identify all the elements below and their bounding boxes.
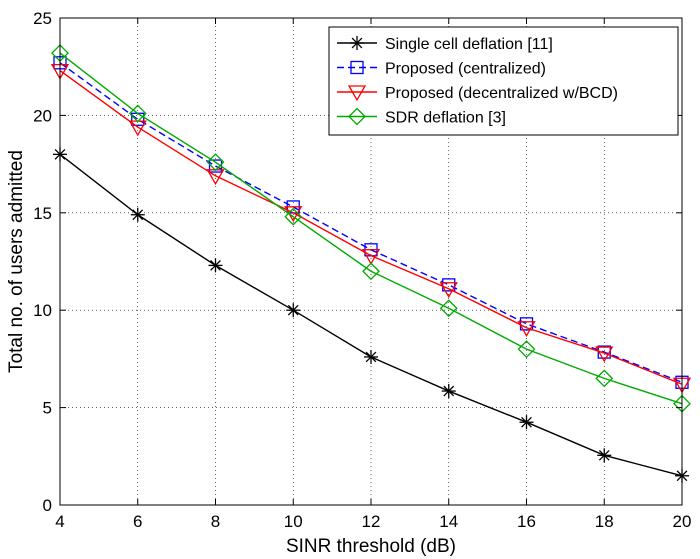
legend-entry-1: Single cell deflation [11] [337, 36, 553, 53]
asterisk-stroke [351, 37, 363, 49]
legend-label: Single cell deflation [11] [385, 36, 553, 53]
series-3 [50, 63, 692, 394]
y-tick-label: 15 [33, 204, 52, 223]
legend-marker [348, 107, 366, 126]
legend-label: Proposed (centralized) [385, 61, 546, 78]
legend-entry-3: Proposed (decentralized w/BCD) [337, 85, 618, 102]
data-point [439, 299, 458, 318]
data-point [519, 415, 534, 430]
asterisk-stroke [443, 385, 455, 397]
series-1 [53, 147, 689, 483]
data-point [206, 153, 225, 172]
ticks: 4 6 8 10 12 14 16 18 20 0 5 10 15 20 25 [33, 9, 691, 531]
data-point [286, 303, 301, 318]
asterisk-stroke [521, 416, 532, 428]
data-point [595, 369, 614, 388]
data-point [517, 340, 536, 359]
y-tick-label: 0 [43, 496, 52, 515]
data-point [519, 317, 534, 331]
y-tick-label: 10 [33, 301, 52, 320]
data-point [595, 346, 614, 363]
legend-entry-4: SDR deflation [3] [337, 107, 506, 127]
y-tick-label: 5 [43, 399, 52, 418]
y-tick-label: 25 [33, 9, 52, 28]
x-tick-label: 16 [517, 512, 536, 531]
asterisk-stroke [287, 304, 299, 316]
data-point [442, 278, 456, 292]
legend-marker [347, 85, 367, 102]
series-line [59, 52, 683, 405]
data-point [130, 207, 145, 222]
data-point [284, 207, 303, 226]
x-tick-label: 12 [362, 512, 381, 531]
legend-entry-2: Proposed (centralized) [337, 61, 546, 78]
data-point [441, 384, 456, 399]
x-axis-label: SINR threshold (dB) [286, 536, 456, 557]
asterisk-stroke [132, 209, 144, 221]
x-tick-label: 14 [439, 512, 458, 531]
asterisk-stroke [598, 449, 610, 461]
x-tick-label: 18 [595, 512, 614, 531]
asterisk-stroke [210, 260, 221, 271]
legend-label: SDR deflation [3] [385, 110, 506, 127]
x-tick-label: 6 [133, 512, 142, 531]
legend-box [328, 26, 679, 136]
data-point [128, 104, 147, 123]
data-point [361, 249, 381, 265]
x-tick-label: 8 [211, 512, 220, 531]
legend-marker [350, 36, 364, 50]
series-line [59, 70, 683, 385]
data-point [439, 282, 458, 299]
data-point [364, 349, 378, 364]
asterisk-stroke [365, 351, 377, 363]
x-tick-label: 20 [673, 512, 692, 531]
legend-label: Proposed (decentralized w/BCD) [385, 85, 618, 102]
legend-entries: Single cell deflation [11] Proposed (cent… [337, 36, 618, 127]
legend-marker [350, 60, 364, 75]
legend: Single cell deflation [11] Proposed (cent… [328, 26, 679, 136]
data-point [208, 258, 223, 273]
data-point [597, 345, 611, 359]
data-point [597, 448, 612, 463]
data-point [517, 321, 536, 338]
data-point [362, 262, 380, 281]
x-tick-label: 4 [55, 512, 64, 531]
y-axis-label: Total no. of users admitted [6, 150, 27, 373]
x-tick-label: 10 [284, 512, 303, 531]
y-tick-label: 20 [33, 106, 52, 125]
